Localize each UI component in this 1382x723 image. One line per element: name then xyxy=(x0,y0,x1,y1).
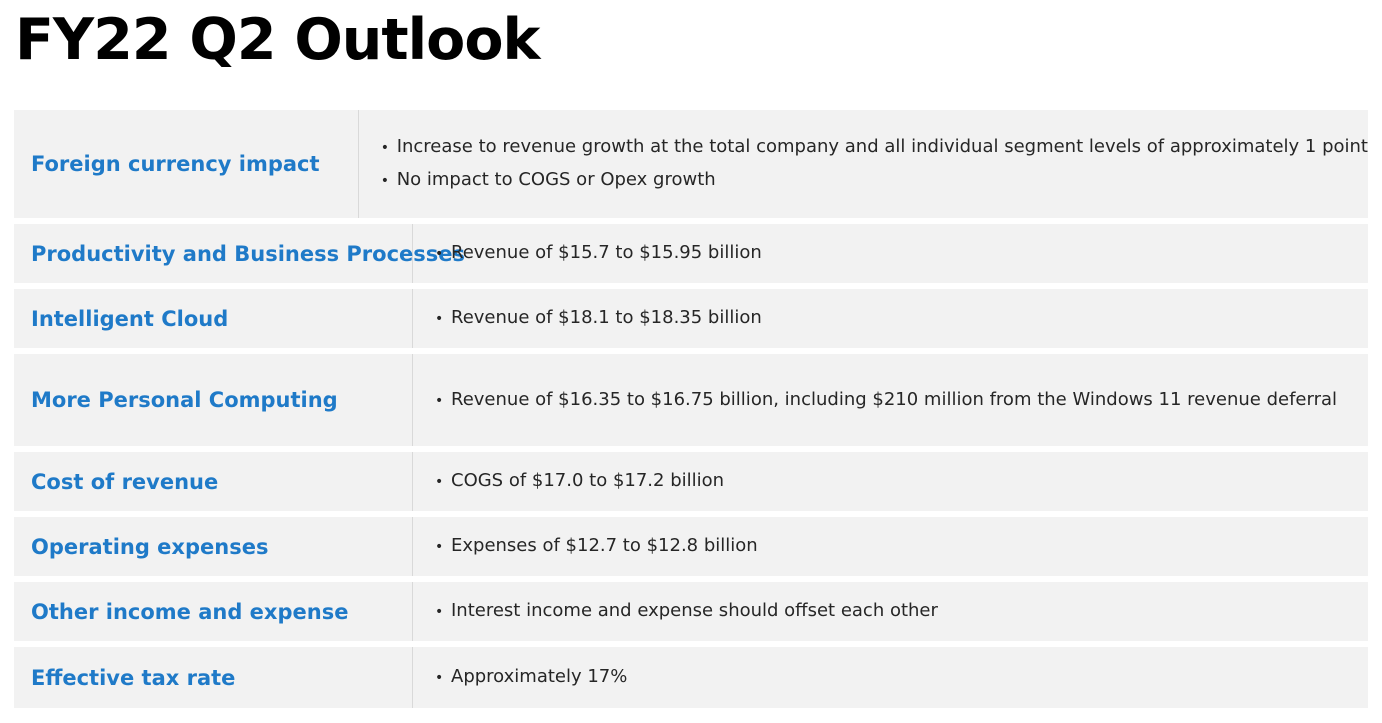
bullet-text: Increase to revenue growth at the total … xyxy=(396,136,1368,157)
row-label-cell: Productivity and Business Processes xyxy=(14,224,465,283)
row-label: Operating expenses xyxy=(31,534,269,559)
row-cost-of-revenue: Cost of revenue • COGS of $17.0 to $17.2… xyxy=(14,452,1368,511)
bullet-text: Revenue of $16.35 to $16.75 billion, inc… xyxy=(451,388,1337,410)
bullet-icon: • xyxy=(435,474,444,490)
bullet-text: No impact to COGS or Opex growth xyxy=(396,169,716,190)
row-label: Foreign currency impact xyxy=(31,152,320,176)
row-label: Effective tax rate xyxy=(31,665,236,690)
row-effective-tax-rate: Effective tax rate • Approximately 17% xyxy=(14,647,1368,708)
bullet-icon: • xyxy=(435,539,444,555)
bullet-text: Expenses of $12.7 to $12.8 billion xyxy=(451,535,758,556)
row-label-cell: More Personal Computing xyxy=(14,354,413,446)
row-label-cell: Effective tax rate xyxy=(14,647,413,708)
row-productivity-and-business-processes: Productivity and Business Processes • Re… xyxy=(14,224,1368,283)
row-label-cell: Intelligent Cloud xyxy=(14,289,413,348)
page-title: FY22 Q2 Outlook xyxy=(15,7,540,73)
row-operating-expenses: Operating expenses • Expenses of $12.7 t… xyxy=(14,517,1368,576)
row-label-cell: Operating expenses xyxy=(14,517,413,576)
bullet-icon: • xyxy=(435,604,444,620)
outlook-table: Foreign currency impact • Increase to re… xyxy=(14,110,1368,708)
row-content-cell: • Expenses of $12.7 to $12.8 billion xyxy=(413,517,1368,576)
bullet-text: Revenue of $15.7 to $15.95 billion xyxy=(451,242,762,263)
bullet-item: • Interest income and expense should off… xyxy=(435,595,1368,628)
row-other-income-and-expense: Other income and expense • Interest inco… xyxy=(14,582,1368,641)
bullet-text: Revenue of $18.1 to $18.35 billion xyxy=(451,307,762,328)
row-content-cell: • Increase to revenue growth at the tota… xyxy=(359,110,1368,218)
row-more-personal-computing: More Personal Computing • Revenue of $16… xyxy=(14,354,1368,446)
row-content-cell: • Revenue of $16.35 to $16.75 billion, i… xyxy=(413,354,1368,446)
bullet-item: • COGS of $17.0 to $17.2 billion xyxy=(435,465,1368,498)
bullet-icon: • xyxy=(435,246,444,262)
row-label-cell: Other income and expense xyxy=(14,582,413,641)
row-label: More Personal Computing xyxy=(31,388,338,412)
row-label-cell: Foreign currency impact xyxy=(14,110,359,218)
bullet-icon: • xyxy=(380,173,389,189)
bullet-item: • Revenue of $16.35 to $16.75 billion, i… xyxy=(435,384,1368,417)
row-label: Intelligent Cloud xyxy=(31,306,229,331)
bullet-text: Approximately 17% xyxy=(451,666,628,687)
bullet-icon: • xyxy=(435,392,444,409)
row-content-cell: • COGS of $17.0 to $17.2 billion xyxy=(413,452,1368,511)
bullet-item: • Approximately 17% xyxy=(435,661,1368,694)
bullet-text: COGS of $17.0 to $17.2 billion xyxy=(451,470,725,491)
bullet-icon: • xyxy=(435,670,444,686)
bullet-item: • No impact to COGS or Opex growth xyxy=(381,164,1368,197)
row-label: Other income and expense xyxy=(31,599,349,624)
row-label-cell: Cost of revenue xyxy=(14,452,413,511)
bullet-item: • Expenses of $12.7 to $12.8 billion xyxy=(435,530,1368,563)
bullet-icon: • xyxy=(435,311,444,327)
row-label: Productivity and Business Processes xyxy=(31,241,465,266)
row-label: Cost of revenue xyxy=(31,469,219,494)
bullet-icon: • xyxy=(380,140,389,156)
bullet-item: • Revenue of $18.1 to $18.35 billion xyxy=(435,302,1368,335)
bullet-item: • Increase to revenue growth at the tota… xyxy=(381,131,1368,164)
row-content-cell: • Revenue of $15.7 to $15.95 billion xyxy=(413,224,1368,283)
row-content-cell: • Approximately 17% xyxy=(413,647,1368,708)
row-content-cell: • Interest income and expense should off… xyxy=(413,582,1368,641)
bullet-text: Interest income and expense should offse… xyxy=(451,600,938,621)
row-intelligent-cloud: Intelligent Cloud • Revenue of $18.1 to … xyxy=(14,289,1368,348)
row-foreign-currency-impact: Foreign currency impact • Increase to re… xyxy=(14,110,1368,218)
bullet-item: • Revenue of $15.7 to $15.95 billion xyxy=(435,237,1368,270)
row-content-cell: • Revenue of $18.1 to $18.35 billion xyxy=(413,289,1368,348)
